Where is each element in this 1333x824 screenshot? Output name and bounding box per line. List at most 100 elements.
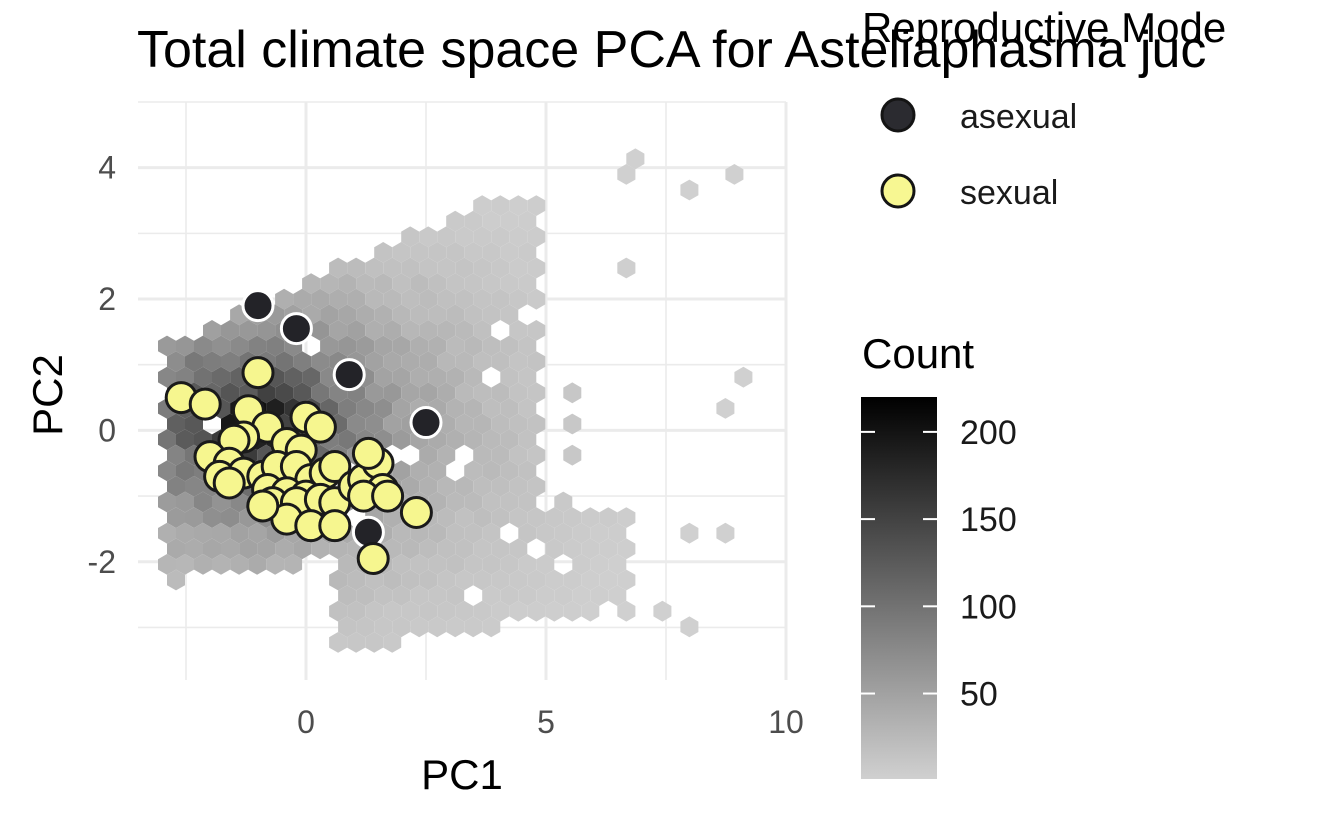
- hex-cell: [473, 195, 492, 216]
- hex-cell: [527, 600, 546, 622]
- hex-cell: [419, 226, 438, 248]
- hex-cell: [365, 320, 384, 341]
- hex-cell: [428, 554, 447, 575]
- hex-cell: [194, 335, 212, 357]
- hex-cell: [347, 288, 366, 310]
- hex-cell: [401, 600, 420, 622]
- hex-cell: [446, 366, 465, 388]
- hex-cell: [464, 460, 483, 482]
- hex-cell: [536, 522, 555, 544]
- hex-cell: [428, 491, 447, 513]
- hex-cell: [401, 476, 420, 497]
- hex-cell: [320, 273, 339, 294]
- hex-cell: [518, 210, 537, 232]
- hex-cell: [473, 351, 492, 372]
- hex-cell: [302, 366, 321, 388]
- point-sexual: [246, 489, 280, 523]
- hex-cell: [212, 366, 231, 388]
- legend-label-sexual: sexual: [960, 174, 1058, 212]
- point-sexual: [303, 410, 337, 444]
- hex-cell: [167, 476, 185, 497]
- hex-cell: [347, 600, 366, 622]
- point-sexual: [188, 387, 222, 421]
- hex-cell: [473, 538, 492, 560]
- hex-cell: [383, 288, 402, 310]
- hex-cell: [500, 273, 519, 294]
- hex-cell: [356, 273, 375, 294]
- hex-cell: [158, 554, 176, 575]
- hex-cell: [491, 195, 510, 216]
- hex-cell: [590, 554, 609, 575]
- hex-cell: [725, 164, 744, 185]
- colorbar-tick-label: 200: [960, 414, 1017, 452]
- hex-cell: [446, 585, 465, 606]
- hex-cell: [176, 460, 194, 482]
- hex-cell: [356, 335, 375, 357]
- hex-cell: [221, 382, 240, 404]
- hex-cell: [212, 335, 231, 357]
- colorbar: [861, 397, 937, 779]
- hex-cell: [410, 335, 429, 357]
- hex-cell: [212, 554, 231, 575]
- hex-cell: [545, 507, 564, 528]
- hex-cell: [680, 522, 699, 544]
- hex-cell: [608, 522, 627, 544]
- point-sexual: [212, 466, 246, 500]
- hex-cell: [608, 585, 627, 606]
- reproductive-mode-legend: Reproductive Mode asexual sexual: [862, 4, 1226, 212]
- hex-cell: [248, 335, 267, 357]
- hex-cell: [482, 398, 501, 419]
- hex-cell: [365, 413, 384, 435]
- hex-cell: [392, 585, 411, 606]
- hex-cell: [410, 273, 429, 294]
- hex-cell: [581, 569, 600, 591]
- hex-cell: [176, 491, 194, 513]
- hex-cell: [455, 288, 474, 310]
- hex-cell: [329, 569, 348, 591]
- hex-cell: [518, 554, 537, 575]
- hex-cell: [347, 632, 366, 653]
- hex-cell: [185, 351, 203, 372]
- point-asexual: [409, 406, 443, 440]
- hex-cell: [338, 554, 357, 575]
- hex-cell: [518, 585, 537, 606]
- hex-cell: [509, 382, 528, 404]
- hex-cell: [410, 460, 429, 482]
- hex-cell: [518, 366, 537, 388]
- hex-cell: [401, 382, 420, 404]
- hex-cell: [491, 226, 510, 248]
- point-asexual: [241, 289, 275, 323]
- hex-cell: [482, 554, 501, 575]
- hex-cell: [527, 257, 546, 279]
- hex-cell: [500, 554, 519, 575]
- hex-cell: [158, 522, 176, 544]
- hex-cell: [338, 429, 357, 450]
- colorbar-tick-label: 100: [960, 588, 1017, 626]
- hex-cell: [509, 257, 528, 279]
- hex-cell: [392, 460, 411, 482]
- hex-cell: [527, 320, 546, 341]
- point-sexual: [356, 541, 390, 575]
- hex-cell: [482, 616, 501, 638]
- hex-cell: [194, 491, 212, 513]
- hex-cell: [446, 304, 465, 326]
- hex-cell: [572, 522, 591, 544]
- hex-cell: [482, 210, 501, 232]
- hex-cell: [176, 429, 194, 450]
- hex-cell: [518, 491, 537, 513]
- hex-cell: [437, 320, 456, 341]
- hex-cell: [455, 320, 474, 341]
- hex-cell: [356, 616, 375, 638]
- hex-cell: [482, 242, 501, 263]
- hex-cell: [329, 257, 348, 279]
- hex-cell: [716, 522, 735, 544]
- y-tick-label: 4: [98, 150, 116, 186]
- y-tick-label: 0: [98, 412, 116, 448]
- hex-cell: [455, 507, 474, 528]
- hex-cell: [383, 600, 402, 622]
- hex-cell: [239, 538, 258, 560]
- hex-cell: [365, 600, 384, 622]
- hex-cell: [275, 288, 294, 310]
- hex-cell: [329, 600, 348, 622]
- hex-cell: [500, 585, 519, 606]
